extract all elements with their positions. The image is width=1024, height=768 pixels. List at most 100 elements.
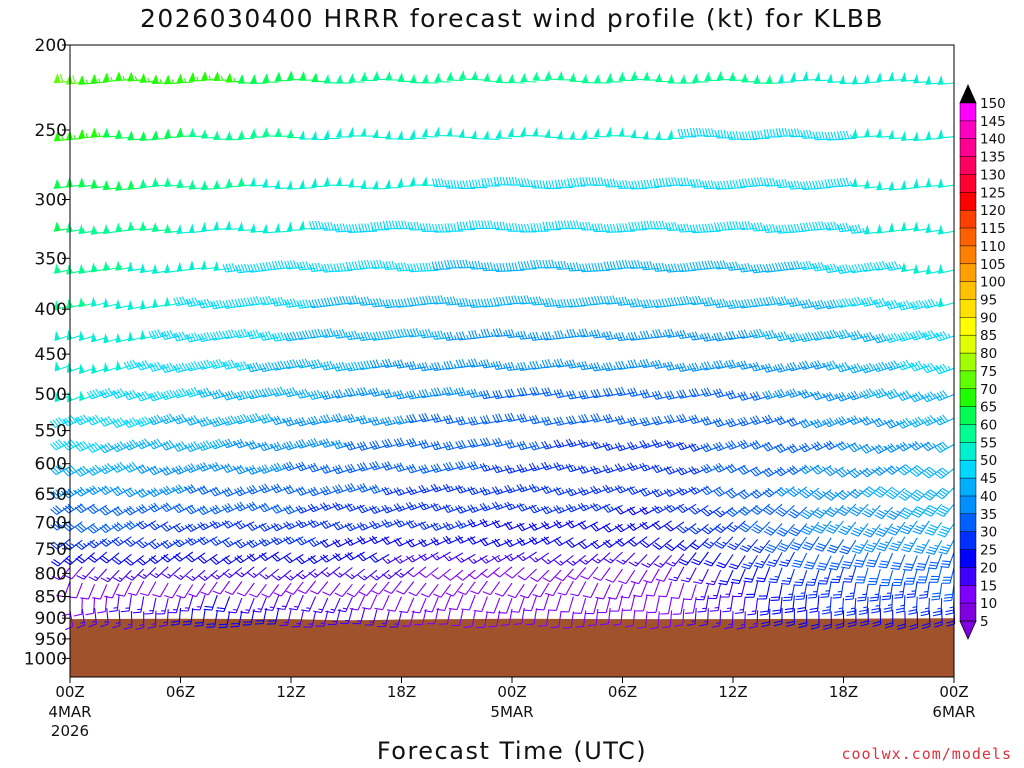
wind-barb [431, 223, 451, 233]
wind-barb [135, 416, 157, 427]
wind-barb [602, 504, 623, 513]
wind-barb [575, 610, 587, 628]
wind-barb [897, 300, 918, 311]
wind-barb [271, 331, 292, 342]
wind-barb [627, 359, 648, 369]
wind-barb [836, 222, 856, 233]
wind-barb [517, 178, 537, 188]
colorbar-label: 50 [980, 453, 997, 469]
wind-barb [160, 362, 181, 374]
wind-barb [615, 360, 635, 370]
wind-barb [664, 539, 685, 552]
x-tick-label: 00Z [497, 683, 526, 701]
colorbar-max-arrow [959, 84, 977, 104]
wind-barb [259, 568, 280, 580]
wind-barb [603, 551, 623, 564]
wind-barb [898, 506, 918, 520]
wind-barb [88, 607, 97, 628]
wind-barb [442, 521, 464, 531]
wind-barb [234, 566, 255, 578]
wind-barb [100, 608, 109, 628]
wind-barb [913, 539, 930, 554]
wind-barb [271, 386, 292, 397]
wind-barb [148, 465, 169, 476]
wind-barb [485, 597, 501, 614]
wind-barb [246, 522, 267, 531]
wind-barb [203, 594, 218, 611]
colorbar-swatch [959, 317, 977, 336]
wind-barb [62, 439, 83, 451]
wind-barb [308, 328, 328, 339]
wind-barb [345, 361, 365, 372]
wind-barb [529, 386, 549, 396]
wind-barb [702, 536, 722, 549]
wind-barb [258, 387, 279, 398]
wind-barb [371, 581, 390, 595]
wind-barb [283, 484, 304, 495]
wind-barb [523, 595, 538, 612]
colorbar-label: 35 [980, 507, 997, 523]
wind-barb [455, 569, 476, 581]
wind-barb [750, 488, 771, 499]
wind-barb [430, 440, 451, 451]
wind-barb [666, 553, 685, 567]
wind-barb [909, 611, 919, 631]
wind-barb [837, 503, 857, 517]
wind-barb [246, 501, 267, 512]
wind-barb [480, 298, 500, 308]
wind-barb [480, 389, 500, 400]
wind-barb [602, 387, 623, 397]
wind-barb [112, 609, 121, 629]
wind-barb [468, 568, 488, 580]
wind-barb [600, 607, 611, 626]
wind-barb [616, 223, 635, 233]
wind-barb [548, 595, 562, 611]
wind-barb [418, 328, 439, 339]
wind-barb [626, 486, 648, 496]
wind-barb [593, 127, 611, 138]
wind-barb [237, 129, 255, 140]
wind-barb [492, 566, 513, 578]
wind-barb [703, 552, 722, 567]
wind-barb [664, 297, 684, 307]
wind-barb [401, 610, 415, 627]
wind-barb [679, 74, 697, 84]
wind-barb [773, 607, 783, 627]
wind-barb [356, 462, 378, 472]
wind-barb [861, 486, 881, 498]
wind-barb [135, 611, 145, 631]
wind-barb [639, 440, 660, 449]
wind-barb [340, 607, 353, 624]
wind-barb [310, 581, 329, 595]
wind-barb [332, 567, 353, 578]
wind-barb [566, 262, 586, 272]
wind-barb [908, 596, 918, 615]
wind-barb [446, 71, 463, 81]
wind-barb [807, 581, 820, 599]
wind-barb [325, 597, 341, 614]
wind-barb [234, 328, 255, 339]
wind-barb [937, 263, 955, 274]
wind-barb [787, 260, 807, 271]
wind-barb [381, 486, 402, 496]
wind-barb [615, 296, 635, 306]
wind-barb [553, 416, 574, 426]
wind-barb [786, 332, 807, 343]
wind-barb [234, 486, 255, 497]
wind-barb [172, 464, 194, 475]
wind-barb [344, 387, 365, 398]
wind-barb [898, 489, 918, 501]
wind-barb [590, 329, 611, 339]
colorbar-swatch [959, 299, 977, 319]
wind-barb [505, 176, 525, 186]
wind-barb [443, 386, 464, 396]
wind-barb [176, 584, 194, 599]
wind-barb [421, 73, 439, 84]
wind-barb [628, 554, 648, 567]
wind-barb [418, 484, 439, 494]
wind-barb [566, 220, 586, 230]
wind-barb [640, 299, 660, 309]
wind-barb [443, 296, 463, 306]
wind-barb [651, 415, 672, 426]
wind-barb [693, 568, 709, 585]
